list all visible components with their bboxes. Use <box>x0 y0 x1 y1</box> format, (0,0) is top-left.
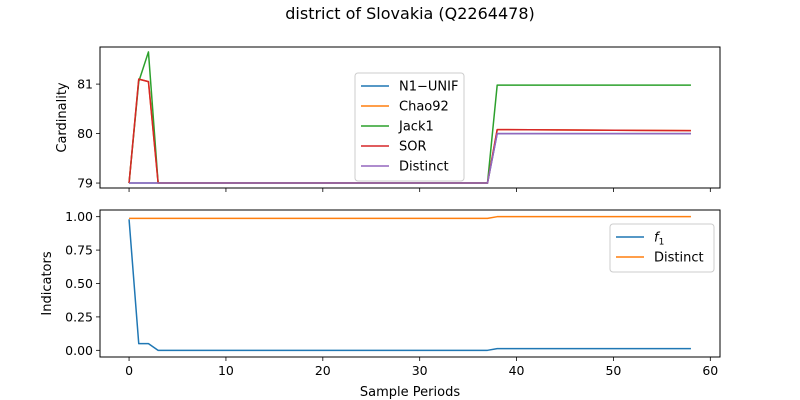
figure-title: district of Slovakia (Q2264478) <box>285 4 535 23</box>
y-tick-label-0-2: 81 <box>77 77 93 92</box>
cardinality-panel: 79 80 81 Cardinality N1−UNIF Chao92 Jack1 SOR Di… <box>55 46 721 192</box>
x-tick-label-1-1: 10 <box>218 363 234 378</box>
axes-frame-0 <box>99 46 721 189</box>
y-tick-label-1-1: 0.25 <box>65 309 93 324</box>
y-axis-label-1: Indicators <box>40 251 55 315</box>
legend-label-0-3: SOR <box>399 140 427 155</box>
legend-box-0 <box>354 72 465 182</box>
legend-label-1-0: f1 <box>654 231 664 248</box>
x-axis-label-1: Sample Periods <box>360 385 460 400</box>
x-tick-label-1-5: 50 <box>605 363 621 378</box>
x-tick-label-1-3: 30 <box>412 363 428 378</box>
legend-label-0-2: Jack1 <box>398 120 434 135</box>
series-line-1-0 <box>128 219 691 352</box>
y-tick-label-0-0: 79 <box>77 176 93 191</box>
y-tick-label-1-3: 0.75 <box>65 243 93 258</box>
legend-box-1 <box>609 223 715 273</box>
y-tick-label-1-0: 0.00 <box>65 343 93 358</box>
x-tick-label-1-2: 20 <box>315 363 331 378</box>
x-tick-label-1-6: 60 <box>702 363 718 378</box>
legend-label-0-0: N1−UNIF <box>399 80 458 95</box>
y-axis-label-0: Cardinality <box>55 82 70 153</box>
x-tick-label-1-0: 0 <box>125 363 133 378</box>
legend-label-1-1: Distinct <box>654 251 704 266</box>
legend-label-0-4: Distinct <box>399 160 449 175</box>
series-line-1-1 <box>129 215 691 220</box>
series-line-0-4 <box>129 132 691 184</box>
x-tick-label-1-4: 40 <box>509 363 525 378</box>
y-tick-label-0-1: 80 <box>77 126 93 141</box>
legend-label-0-1: Chao92 <box>399 100 449 115</box>
y-tick-label-1-2: 0.50 <box>65 276 93 291</box>
indicators-panel: 0 10 20 30 40 50 60 0.00 0.25 0.50 0.75 1.00 Indicat… <box>40 209 721 400</box>
y-tick-label-1-4: 1.00 <box>65 209 93 224</box>
